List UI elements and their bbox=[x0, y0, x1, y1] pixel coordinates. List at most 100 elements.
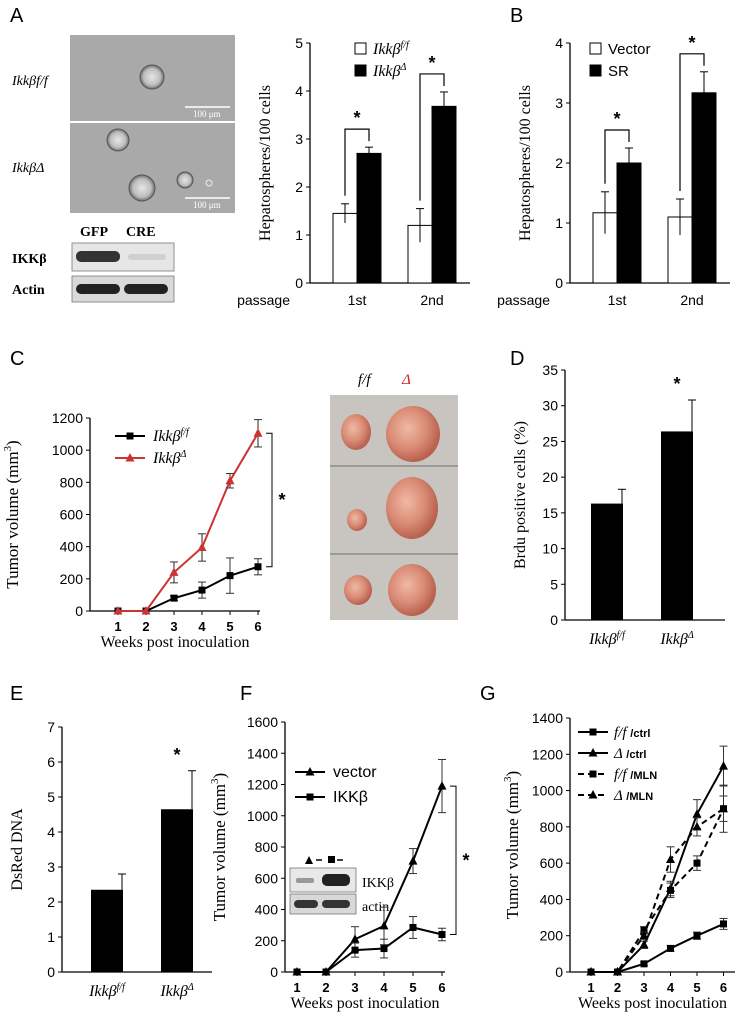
chart-d-bar-0 bbox=[591, 503, 623, 620]
chart-f-point-0-5 bbox=[437, 781, 447, 790]
chart-g-point-3-1 bbox=[613, 967, 622, 976]
blot-band-ikkb-gfp bbox=[76, 251, 120, 262]
blot-band-actin-cre bbox=[124, 284, 168, 294]
chart-c-bracket bbox=[266, 432, 273, 568]
chart-d-ylabel: Brdu positive cells (%) bbox=[512, 421, 529, 569]
chart-g-line-3 bbox=[591, 807, 725, 973]
blot-header-gfp: GFP bbox=[80, 225, 108, 240]
chart-f-point-1-4 bbox=[409, 923, 417, 931]
chart-e-ytick-label-2: 2 bbox=[47, 894, 55, 910]
chart-f-ytick-label-6: 1200 bbox=[247, 777, 278, 793]
chart-g-ytick-label-5: 1000 bbox=[532, 783, 563, 799]
chart-f-xtick-label-5: 6 bbox=[438, 980, 445, 995]
inset-row-actin: actin bbox=[362, 900, 389, 915]
chart-g-xtick-label-2: 3 bbox=[640, 980, 647, 995]
chart-b-xtick-label-1: 2nd bbox=[680, 292, 703, 308]
chart-g-point-2-4 bbox=[693, 859, 701, 867]
chart-c-point-1-2 bbox=[169, 567, 179, 576]
panel-letter-e: E bbox=[10, 683, 23, 705]
chart-a-ylabel: Hepatospheres/100 cells bbox=[257, 85, 274, 241]
chart-b-ytick-label-0: 0 bbox=[555, 275, 563, 291]
chart-b-passage-label: passage bbox=[497, 292, 550, 308]
inset-square-marker bbox=[328, 856, 335, 863]
chart-c-ytick-label-5: 1000 bbox=[52, 442, 83, 458]
chart-c-xtick-label-3: 4 bbox=[198, 619, 206, 634]
chart-a-ytick-label-3: 3 bbox=[295, 131, 303, 147]
chart-g-point-0-3 bbox=[667, 944, 674, 952]
chart-a-sig-1: * bbox=[428, 53, 435, 73]
chart-g-ytick-label-7: 1400 bbox=[532, 710, 563, 726]
chart-a-ytick-label-2: 2 bbox=[295, 179, 303, 195]
chart-d-ytick-label-3: 15 bbox=[542, 505, 558, 521]
chart-c-xtick-label-4: 5 bbox=[226, 619, 233, 634]
chart-g-xlabel: Weeks post inoculation bbox=[578, 995, 727, 1012]
chart-g-ytick-label-0: 0 bbox=[555, 964, 563, 980]
chart-a-ytick-label-5: 5 bbox=[295, 35, 303, 51]
chart-a-passage-label: passage bbox=[237, 292, 290, 308]
chart-b-sig-0: * bbox=[613, 109, 620, 129]
chart-e-ytick-label-0: 0 bbox=[47, 964, 55, 980]
chart-f-legend-label-1: IKKβ bbox=[333, 789, 368, 806]
chart-f-xtick-label-2: 3 bbox=[351, 980, 358, 995]
chart-f-point-1-0 bbox=[293, 968, 301, 976]
chart-g-legend-marker-1 bbox=[588, 748, 598, 757]
inset-band-ikkb-ikkb bbox=[322, 874, 350, 886]
panel-letter-b: B bbox=[510, 5, 523, 27]
chart-g-ytick-label-6: 1200 bbox=[532, 746, 563, 762]
chart-g-ytick-label-4: 800 bbox=[540, 819, 564, 835]
chart-f-xtick-label-3: 4 bbox=[380, 980, 388, 995]
chart-f-legend-label-0: vector bbox=[333, 764, 377, 781]
chart-d-xtick-label-1: IkkβΔ bbox=[659, 630, 694, 648]
chart-g-xtick-label-0: 1 bbox=[587, 980, 594, 995]
tumor-ff-2 bbox=[347, 509, 367, 531]
chart-c-xtick-label-0: 1 bbox=[114, 619, 121, 634]
chart-d-bar-1 bbox=[661, 431, 693, 620]
chart-g-ytick-label-1: 200 bbox=[540, 928, 564, 944]
micrograph-bottom-label: IkkβΔ bbox=[11, 161, 44, 176]
xenograft-photo: f/f Δ bbox=[330, 372, 458, 620]
chart-a-ytick-label-1: 1 bbox=[295, 227, 303, 243]
chart-g-point-3-5 bbox=[719, 803, 728, 813]
chart-f-line-1 bbox=[297, 926, 443, 973]
chart-a-xtick-label-1: 2nd bbox=[420, 292, 443, 308]
chart-f-bracket bbox=[450, 785, 457, 935]
chart-c-ytick-label-2: 400 bbox=[60, 539, 84, 555]
hepatosphere-bottom-2 bbox=[128, 174, 156, 202]
chart-c-point-0-3 bbox=[198, 586, 206, 594]
panel-letter-g: G bbox=[480, 683, 496, 705]
chart-f-ytick-label-2: 400 bbox=[255, 902, 279, 918]
tumor-delta-3 bbox=[388, 564, 436, 616]
chart-a-sig-0: * bbox=[353, 108, 360, 128]
chart-a-legend-label-1: IkkβΔ bbox=[372, 62, 407, 80]
chart-a-ytick-label-0: 0 bbox=[295, 275, 303, 291]
chart-c-point-1-0 bbox=[113, 606, 123, 615]
chart-c-ytick-label-0: 0 bbox=[75, 603, 83, 619]
chart-d-ytick-label-6: 30 bbox=[542, 398, 558, 414]
blot-row-ikkb: IKKβ bbox=[12, 252, 47, 267]
chart-d-ytick-label-0: 0 bbox=[550, 612, 558, 628]
chart-a-bracket-0 bbox=[344, 128, 370, 196]
chart-a-bar-0-0 bbox=[332, 212, 358, 284]
chart-c-point-1-5 bbox=[253, 428, 263, 437]
chart-d-sig-0: * bbox=[673, 374, 680, 394]
panel-letter-c: C bbox=[10, 348, 24, 370]
chart-a-legend-swatch-1 bbox=[354, 64, 367, 77]
inset-blot-f: IKKβ actin bbox=[289, 856, 394, 915]
chart-c-point-1-3 bbox=[197, 542, 207, 551]
chart-b-bar-1-1 bbox=[691, 92, 717, 284]
hepatosphere-top bbox=[139, 64, 165, 90]
chart-c-ytick-label-1: 200 bbox=[60, 571, 84, 587]
chart-b-sig-1: * bbox=[688, 33, 695, 53]
chart-a-ytick-label-4: 4 bbox=[295, 83, 303, 99]
chart-b-legend-label-1: SR bbox=[608, 63, 629, 80]
chart-f-point-1-3 bbox=[380, 945, 388, 953]
scale-bar-bottom-label: 100 μm bbox=[193, 200, 221, 210]
blot-band-ikkb-cre bbox=[128, 254, 166, 260]
blot-header-cre: CRE bbox=[126, 225, 156, 240]
western-blot-a: GFP CRE IKKβ Actin bbox=[12, 225, 175, 303]
chart-e-ytick-label-3: 3 bbox=[47, 859, 55, 875]
chart-c-legend-label-0: Ikkβf/f bbox=[152, 427, 190, 445]
chart-b-legend-swatch-1 bbox=[589, 64, 602, 77]
chart-b-legend-swatch-0 bbox=[589, 42, 602, 55]
